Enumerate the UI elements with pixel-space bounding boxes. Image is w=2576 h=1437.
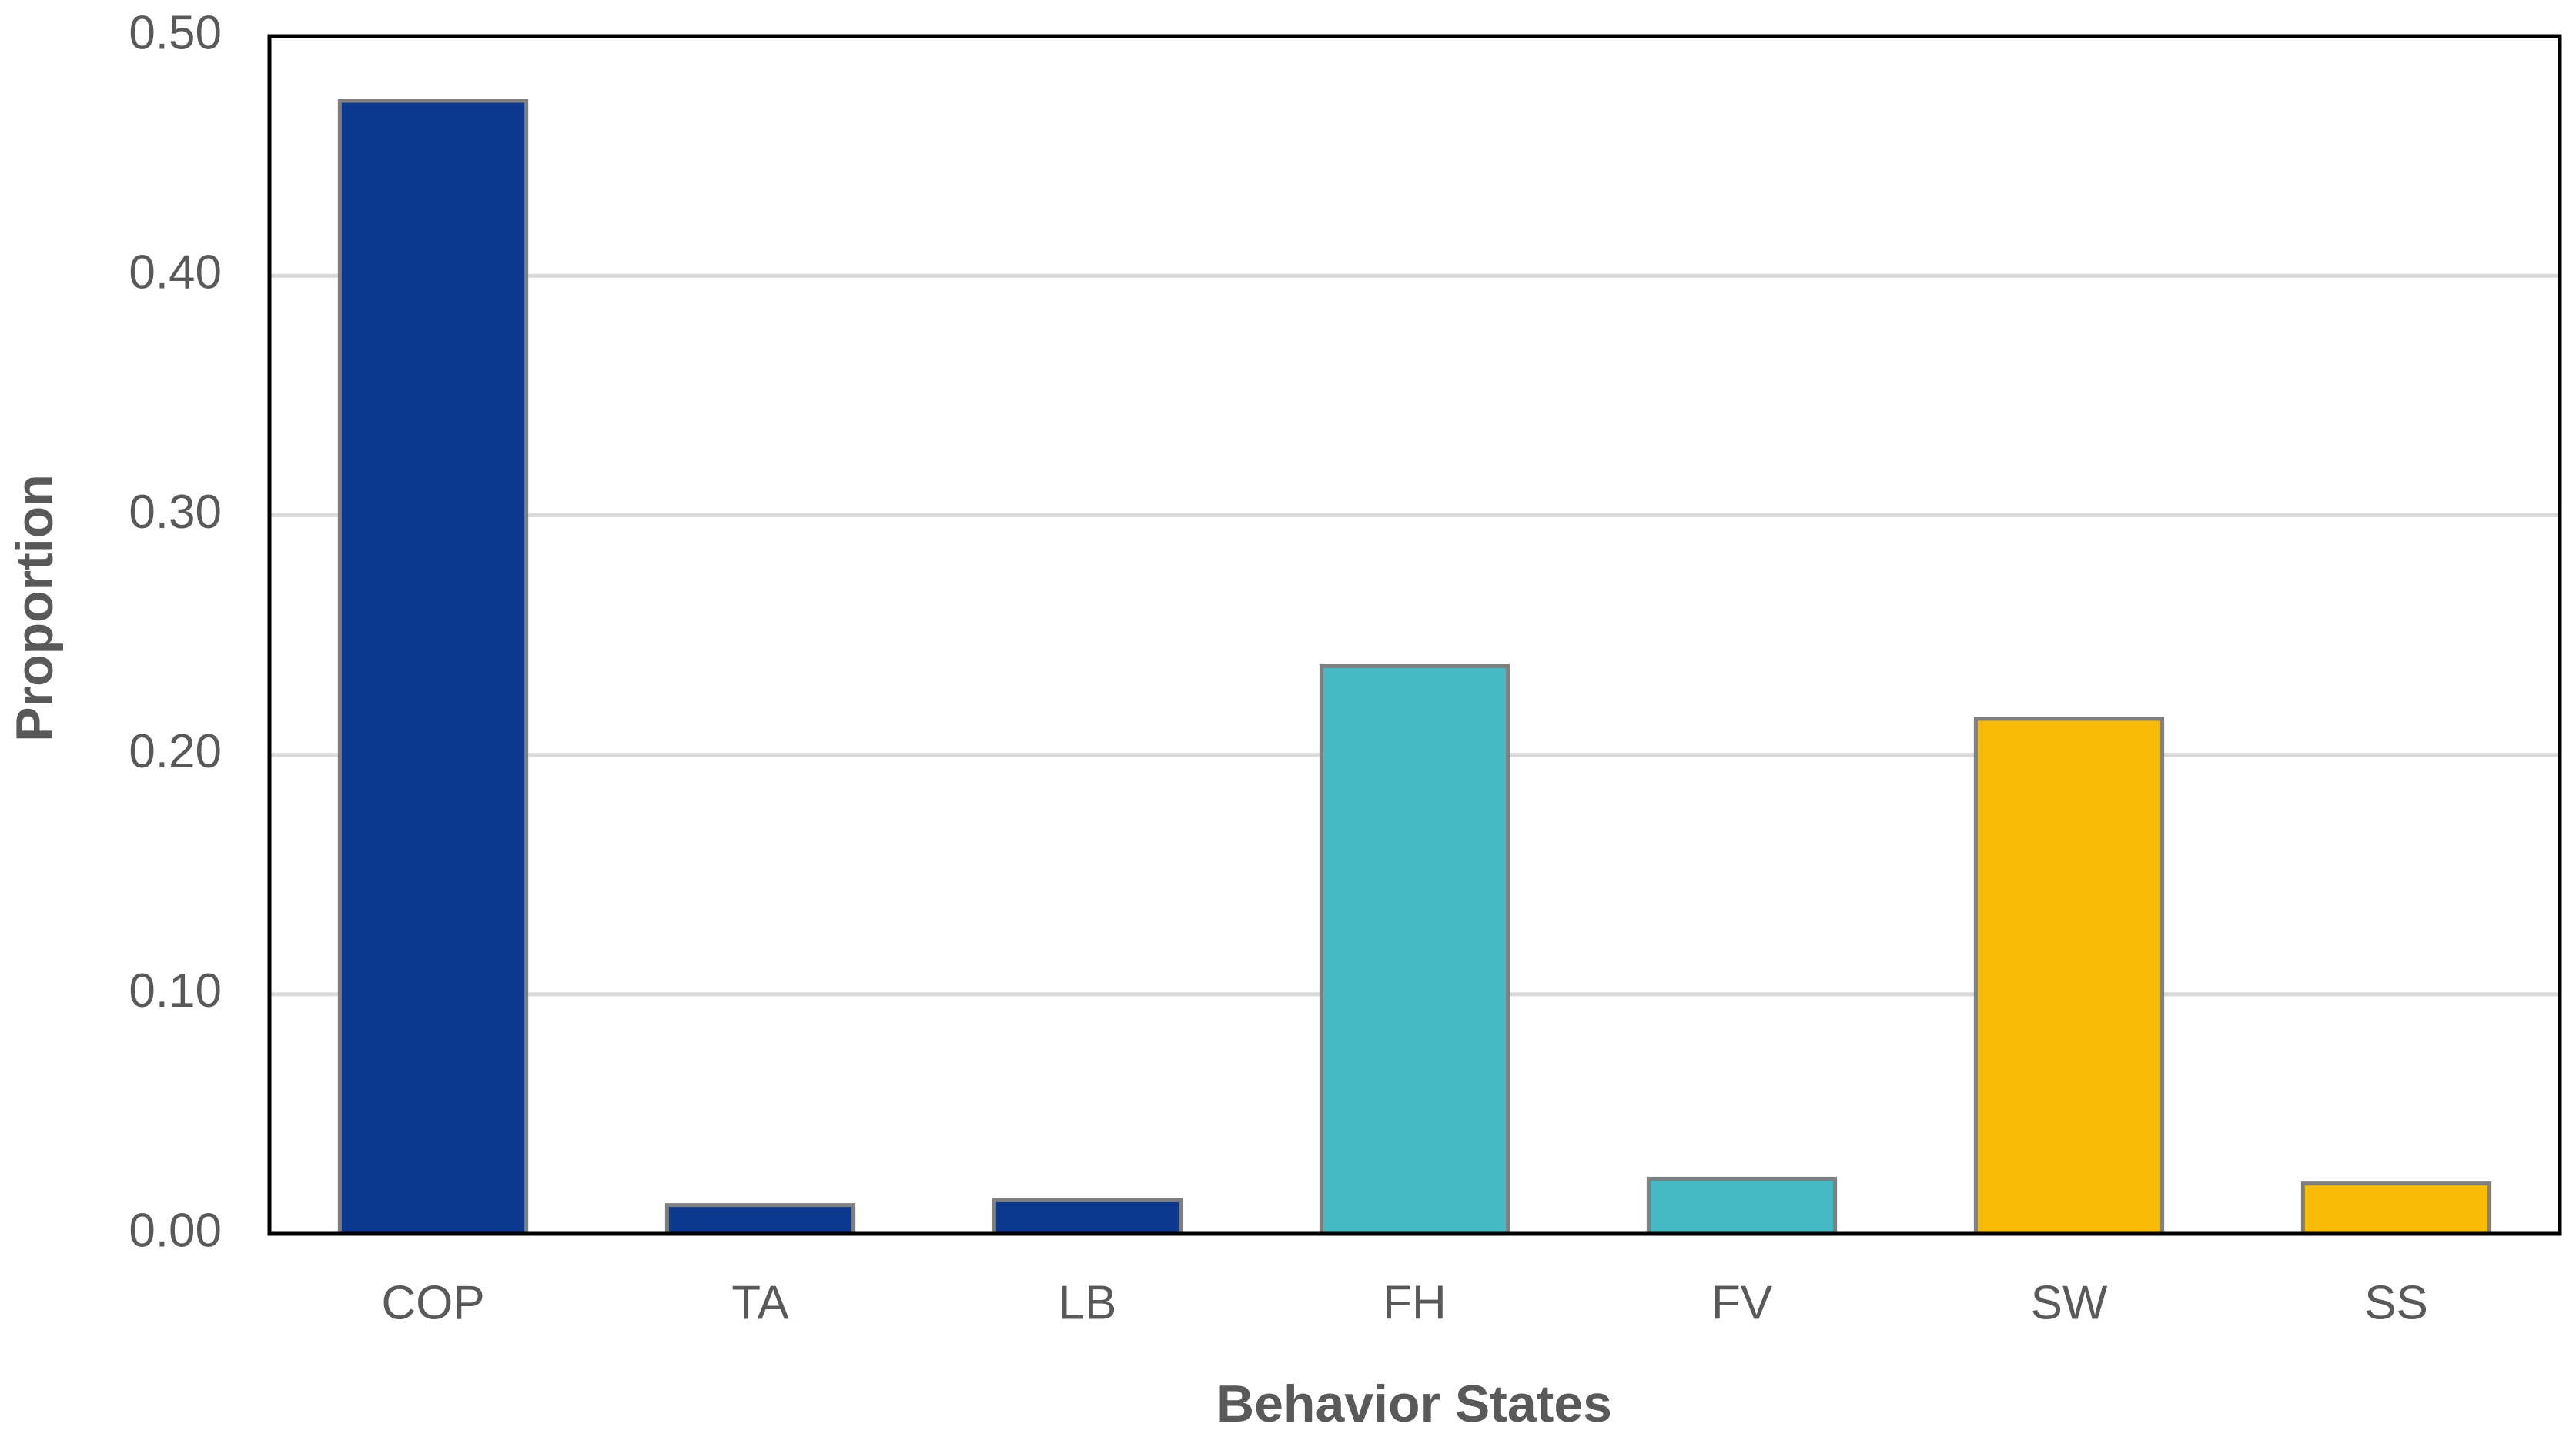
y-tick-label: 0.20	[129, 725, 222, 778]
bar	[1973, 717, 2165, 1236]
bar	[992, 1198, 1183, 1236]
x-axis-title: Behavior States	[1216, 1375, 1612, 1433]
y-tick-label: 0.00	[129, 1204, 222, 1257]
x-tick-label: LB	[1059, 1276, 1117, 1329]
y-tick-label: 0.50	[129, 6, 222, 59]
x-tick-label: SW	[2031, 1276, 2108, 1329]
bar	[1646, 1176, 1838, 1236]
bar	[664, 1203, 856, 1236]
bar	[1319, 663, 1510, 1236]
y-tick-label: 0.40	[129, 246, 222, 299]
y-tick-label: 0.30	[129, 486, 222, 539]
x-tick-label: FV	[1711, 1276, 1773, 1329]
x-tick-label: TA	[731, 1276, 789, 1329]
x-tick-label: SS	[2364, 1276, 2428, 1329]
plot-frame	[267, 34, 2562, 1236]
x-tick-label: COP	[381, 1276, 484, 1329]
bar	[337, 99, 529, 1236]
bar	[2300, 1181, 2492, 1236]
y-tick-label: 0.10	[129, 964, 222, 1018]
y-axis-title: Proportion	[5, 474, 64, 742]
x-tick-label: FH	[1383, 1276, 1447, 1329]
